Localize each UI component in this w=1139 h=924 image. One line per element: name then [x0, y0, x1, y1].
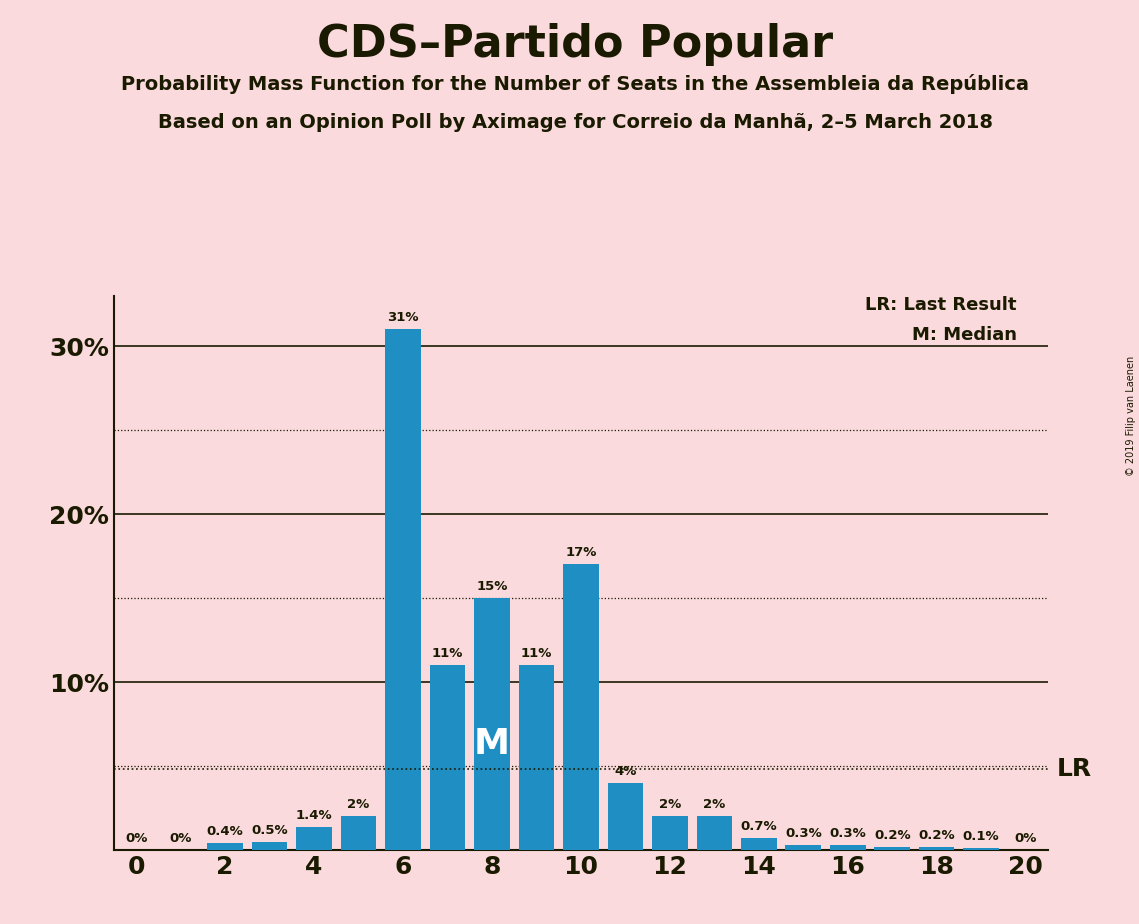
Text: 0.5%: 0.5%: [252, 823, 288, 836]
Bar: [429, 665, 465, 850]
Text: 0.7%: 0.7%: [740, 821, 777, 833]
Text: 0%: 0%: [1015, 832, 1036, 845]
Bar: [830, 845, 866, 850]
Bar: [697, 817, 732, 850]
Text: 0.3%: 0.3%: [829, 827, 866, 840]
Text: 11%: 11%: [432, 647, 464, 661]
Bar: [875, 846, 910, 850]
Text: 0.3%: 0.3%: [785, 827, 821, 840]
Bar: [296, 827, 331, 850]
Text: 15%: 15%: [476, 580, 508, 593]
Text: 4%: 4%: [614, 765, 637, 778]
Text: 0.2%: 0.2%: [918, 829, 954, 842]
Bar: [207, 844, 243, 850]
Bar: [741, 838, 777, 850]
Bar: [607, 783, 644, 850]
Bar: [919, 846, 954, 850]
Text: 0%: 0%: [170, 832, 191, 845]
Bar: [518, 665, 555, 850]
Bar: [786, 845, 821, 850]
Bar: [563, 565, 599, 850]
Text: 31%: 31%: [387, 311, 419, 324]
Text: 0.2%: 0.2%: [874, 829, 910, 842]
Text: M: Median: M: Median: [911, 326, 1017, 344]
Text: LR: LR: [1057, 757, 1092, 781]
Text: 1.4%: 1.4%: [296, 808, 333, 821]
Text: 2%: 2%: [347, 798, 370, 811]
Text: 17%: 17%: [565, 546, 597, 559]
Text: 2%: 2%: [703, 798, 726, 811]
Bar: [964, 848, 999, 850]
Bar: [474, 598, 510, 850]
Bar: [341, 817, 376, 850]
Text: © 2019 Filip van Laenen: © 2019 Filip van Laenen: [1126, 356, 1136, 476]
Text: 0.1%: 0.1%: [962, 831, 1000, 844]
Text: 0.4%: 0.4%: [206, 825, 244, 838]
Bar: [652, 817, 688, 850]
Text: LR: Last Result: LR: Last Result: [866, 296, 1017, 313]
Bar: [385, 329, 420, 850]
Text: M: M: [474, 727, 510, 761]
Text: 0%: 0%: [125, 832, 147, 845]
Text: Probability Mass Function for the Number of Seats in the Assembleia da República: Probability Mass Function for the Number…: [121, 74, 1030, 94]
Text: Based on an Opinion Poll by Aximage for Correio da Manhã, 2–5 March 2018: Based on an Opinion Poll by Aximage for …: [157, 113, 993, 132]
Text: 2%: 2%: [658, 798, 681, 811]
Bar: [252, 842, 287, 850]
Text: CDS–Partido Popular: CDS–Partido Popular: [317, 23, 834, 67]
Text: 11%: 11%: [521, 647, 552, 661]
